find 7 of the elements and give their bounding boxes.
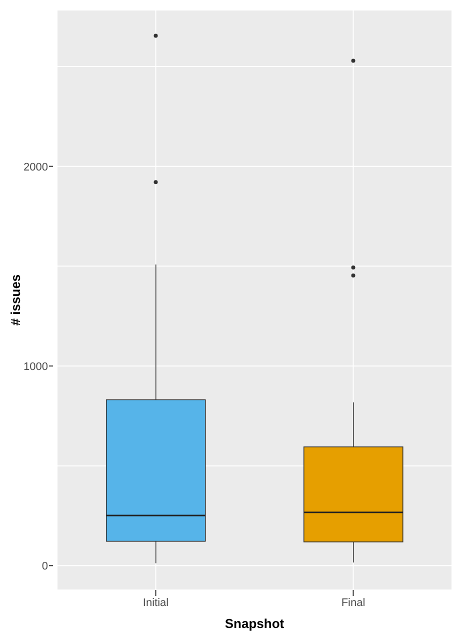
x-tick-label: Final — [341, 596, 366, 609]
x-axis-title: Snapshot — [224, 616, 285, 631]
x-tick-label: Initial — [142, 596, 169, 609]
y-tick-label: 0 — [42, 560, 48, 573]
y-axis-title: # issues — [8, 274, 23, 326]
y-tick-label: 1000 — [24, 360, 48, 373]
y-tick-label: 2000 — [24, 161, 48, 174]
